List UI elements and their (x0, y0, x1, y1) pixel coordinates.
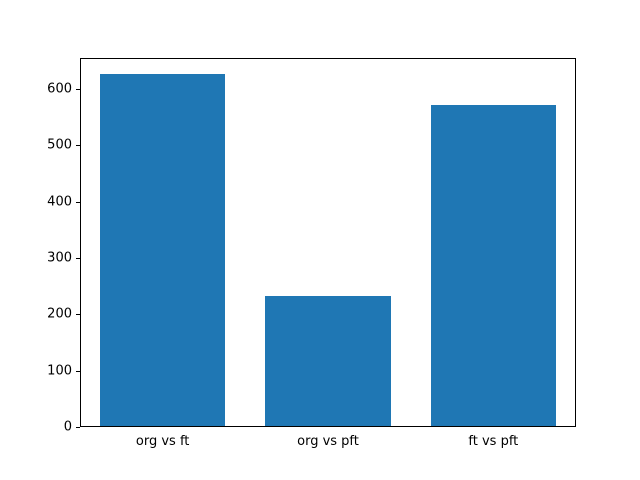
y-tick-label: 500 (47, 137, 72, 153)
y-tick-mark (76, 201, 80, 203)
bar-org-vs-pft (265, 296, 391, 426)
y-tick-mark (76, 257, 80, 259)
y-tick-mark (76, 370, 80, 372)
x-tick-label-org-vs-pft: org vs pft (297, 434, 359, 449)
x-tick-label-ft-vs-pft: ft vs pft (468, 434, 519, 449)
y-tick-label: 100 (47, 363, 72, 379)
y-tick-label: 400 (47, 194, 72, 210)
y-tick-label: 0 (63, 419, 72, 435)
y-tick-label: 300 (47, 250, 72, 266)
y-tick-mark (76, 145, 80, 147)
bar-org-vs-ft (99, 73, 226, 426)
plot-area (80, 58, 576, 427)
y-tick-mark (76, 314, 80, 316)
y-tick-label: 200 (47, 306, 72, 322)
y-tick-label: 600 (47, 81, 72, 97)
x-tick-label-org-vs-ft: org vs ft (135, 434, 190, 449)
y-tick-mark (76, 427, 80, 428)
y-tick-mark (76, 88, 80, 90)
bar-ft-vs-pft (430, 104, 557, 426)
